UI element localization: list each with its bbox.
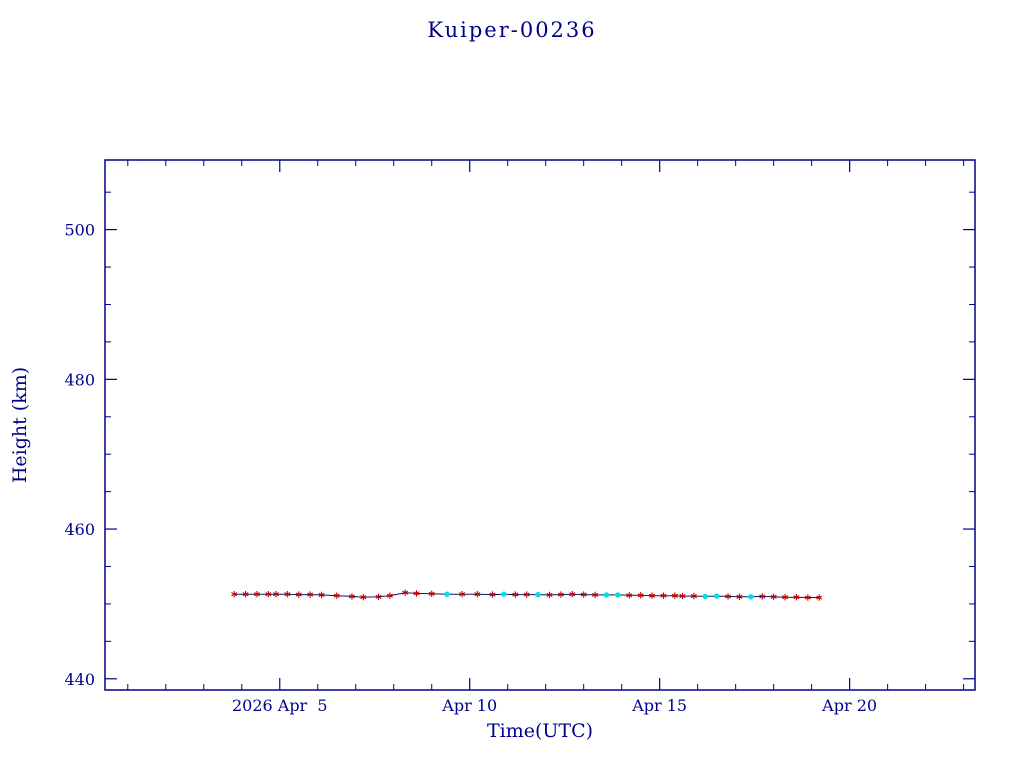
- data-point-marker-cyan: [535, 591, 541, 598]
- data-point-marker-red: [793, 593, 800, 601]
- data-point-marker-red: [523, 591, 530, 598]
- x-tick-label: 2026 Apr 5: [232, 696, 328, 715]
- data-point-marker-red: [318, 591, 325, 599]
- x-tick-label: Apr 15: [631, 696, 687, 715]
- y-tick-label: 480: [64, 370, 95, 389]
- data-point-marker-cyan: [501, 591, 507, 597]
- data-point-marker-red: [307, 591, 314, 598]
- data-point-marker-red: [626, 592, 633, 599]
- data-point-marker-red: [402, 589, 409, 596]
- data-point-marker-red: [671, 592, 678, 599]
- data-point-marker-red: [637, 592, 644, 599]
- data-point-marker-red: [360, 593, 367, 601]
- data-point-marker-red: [348, 593, 355, 600]
- data-point-marker-red: [725, 593, 732, 600]
- data-point-marker-red: [231, 590, 238, 598]
- x-tick-label: Apr 20: [821, 696, 877, 715]
- data-point-marker-cyan: [702, 593, 708, 600]
- data-point-marker-cyan: [615, 592, 621, 598]
- data-point-marker-red: [386, 592, 393, 599]
- data-point-marker-red: [242, 590, 249, 598]
- data-point-marker-red: [459, 590, 466, 598]
- y-axis-label: Height (km): [9, 366, 31, 484]
- data-point-marker-red: [512, 591, 519, 598]
- data-point-marker-red: [413, 590, 420, 597]
- data-point-marker-red: [295, 591, 302, 598]
- data-point-marker-red: [546, 591, 553, 599]
- data-point-marker-red: [272, 590, 280, 598]
- data-point-marker-red: [580, 591, 587, 598]
- data-point-marker-red: [333, 592, 340, 599]
- data-point-marker-red: [736, 593, 743, 601]
- y-tick-label: 440: [64, 670, 95, 689]
- y-tick-label: 460: [64, 520, 95, 539]
- data-point-marker-red: [649, 592, 656, 599]
- data-point-marker-red: [679, 592, 686, 600]
- data-point-marker-red: [265, 590, 272, 598]
- y-tick-label: 500: [64, 221, 95, 240]
- data-point-marker-cyan: [603, 592, 610, 598]
- data-point-marker-red: [804, 594, 811, 601]
- data-point-marker-red: [569, 590, 576, 598]
- chart-title: Kuiper-00236: [427, 18, 597, 42]
- data-point-marker-cyan: [748, 594, 754, 600]
- data-point-marker-cyan: [713, 593, 720, 599]
- x-tick-label: Apr 10: [441, 696, 497, 715]
- data-point-marker-red: [690, 592, 697, 600]
- data-point-marker-red: [816, 594, 823, 601]
- data-line: [234, 592, 820, 598]
- x-axis-label: Time(UTC): [486, 720, 594, 742]
- data-point-marker-red: [489, 591, 496, 598]
- data-point-marker-red: [284, 590, 291, 598]
- data-point-marker-red: [375, 593, 382, 601]
- data-point-marker-red: [770, 593, 777, 601]
- data-point-marker-red: [557, 591, 564, 598]
- data-point-marker-red: [759, 593, 766, 600]
- data-point-marker-red: [253, 590, 261, 598]
- data-point-marker-red: [781, 593, 789, 601]
- plot-frame: [104, 159, 976, 691]
- data-point-marker-cyan: [444, 591, 450, 597]
- data-point-marker-red: [660, 592, 667, 599]
- data-point-marker-red: [428, 590, 435, 598]
- data-point-marker-red: [592, 591, 599, 599]
- data-point-marker-red: [474, 590, 481, 598]
